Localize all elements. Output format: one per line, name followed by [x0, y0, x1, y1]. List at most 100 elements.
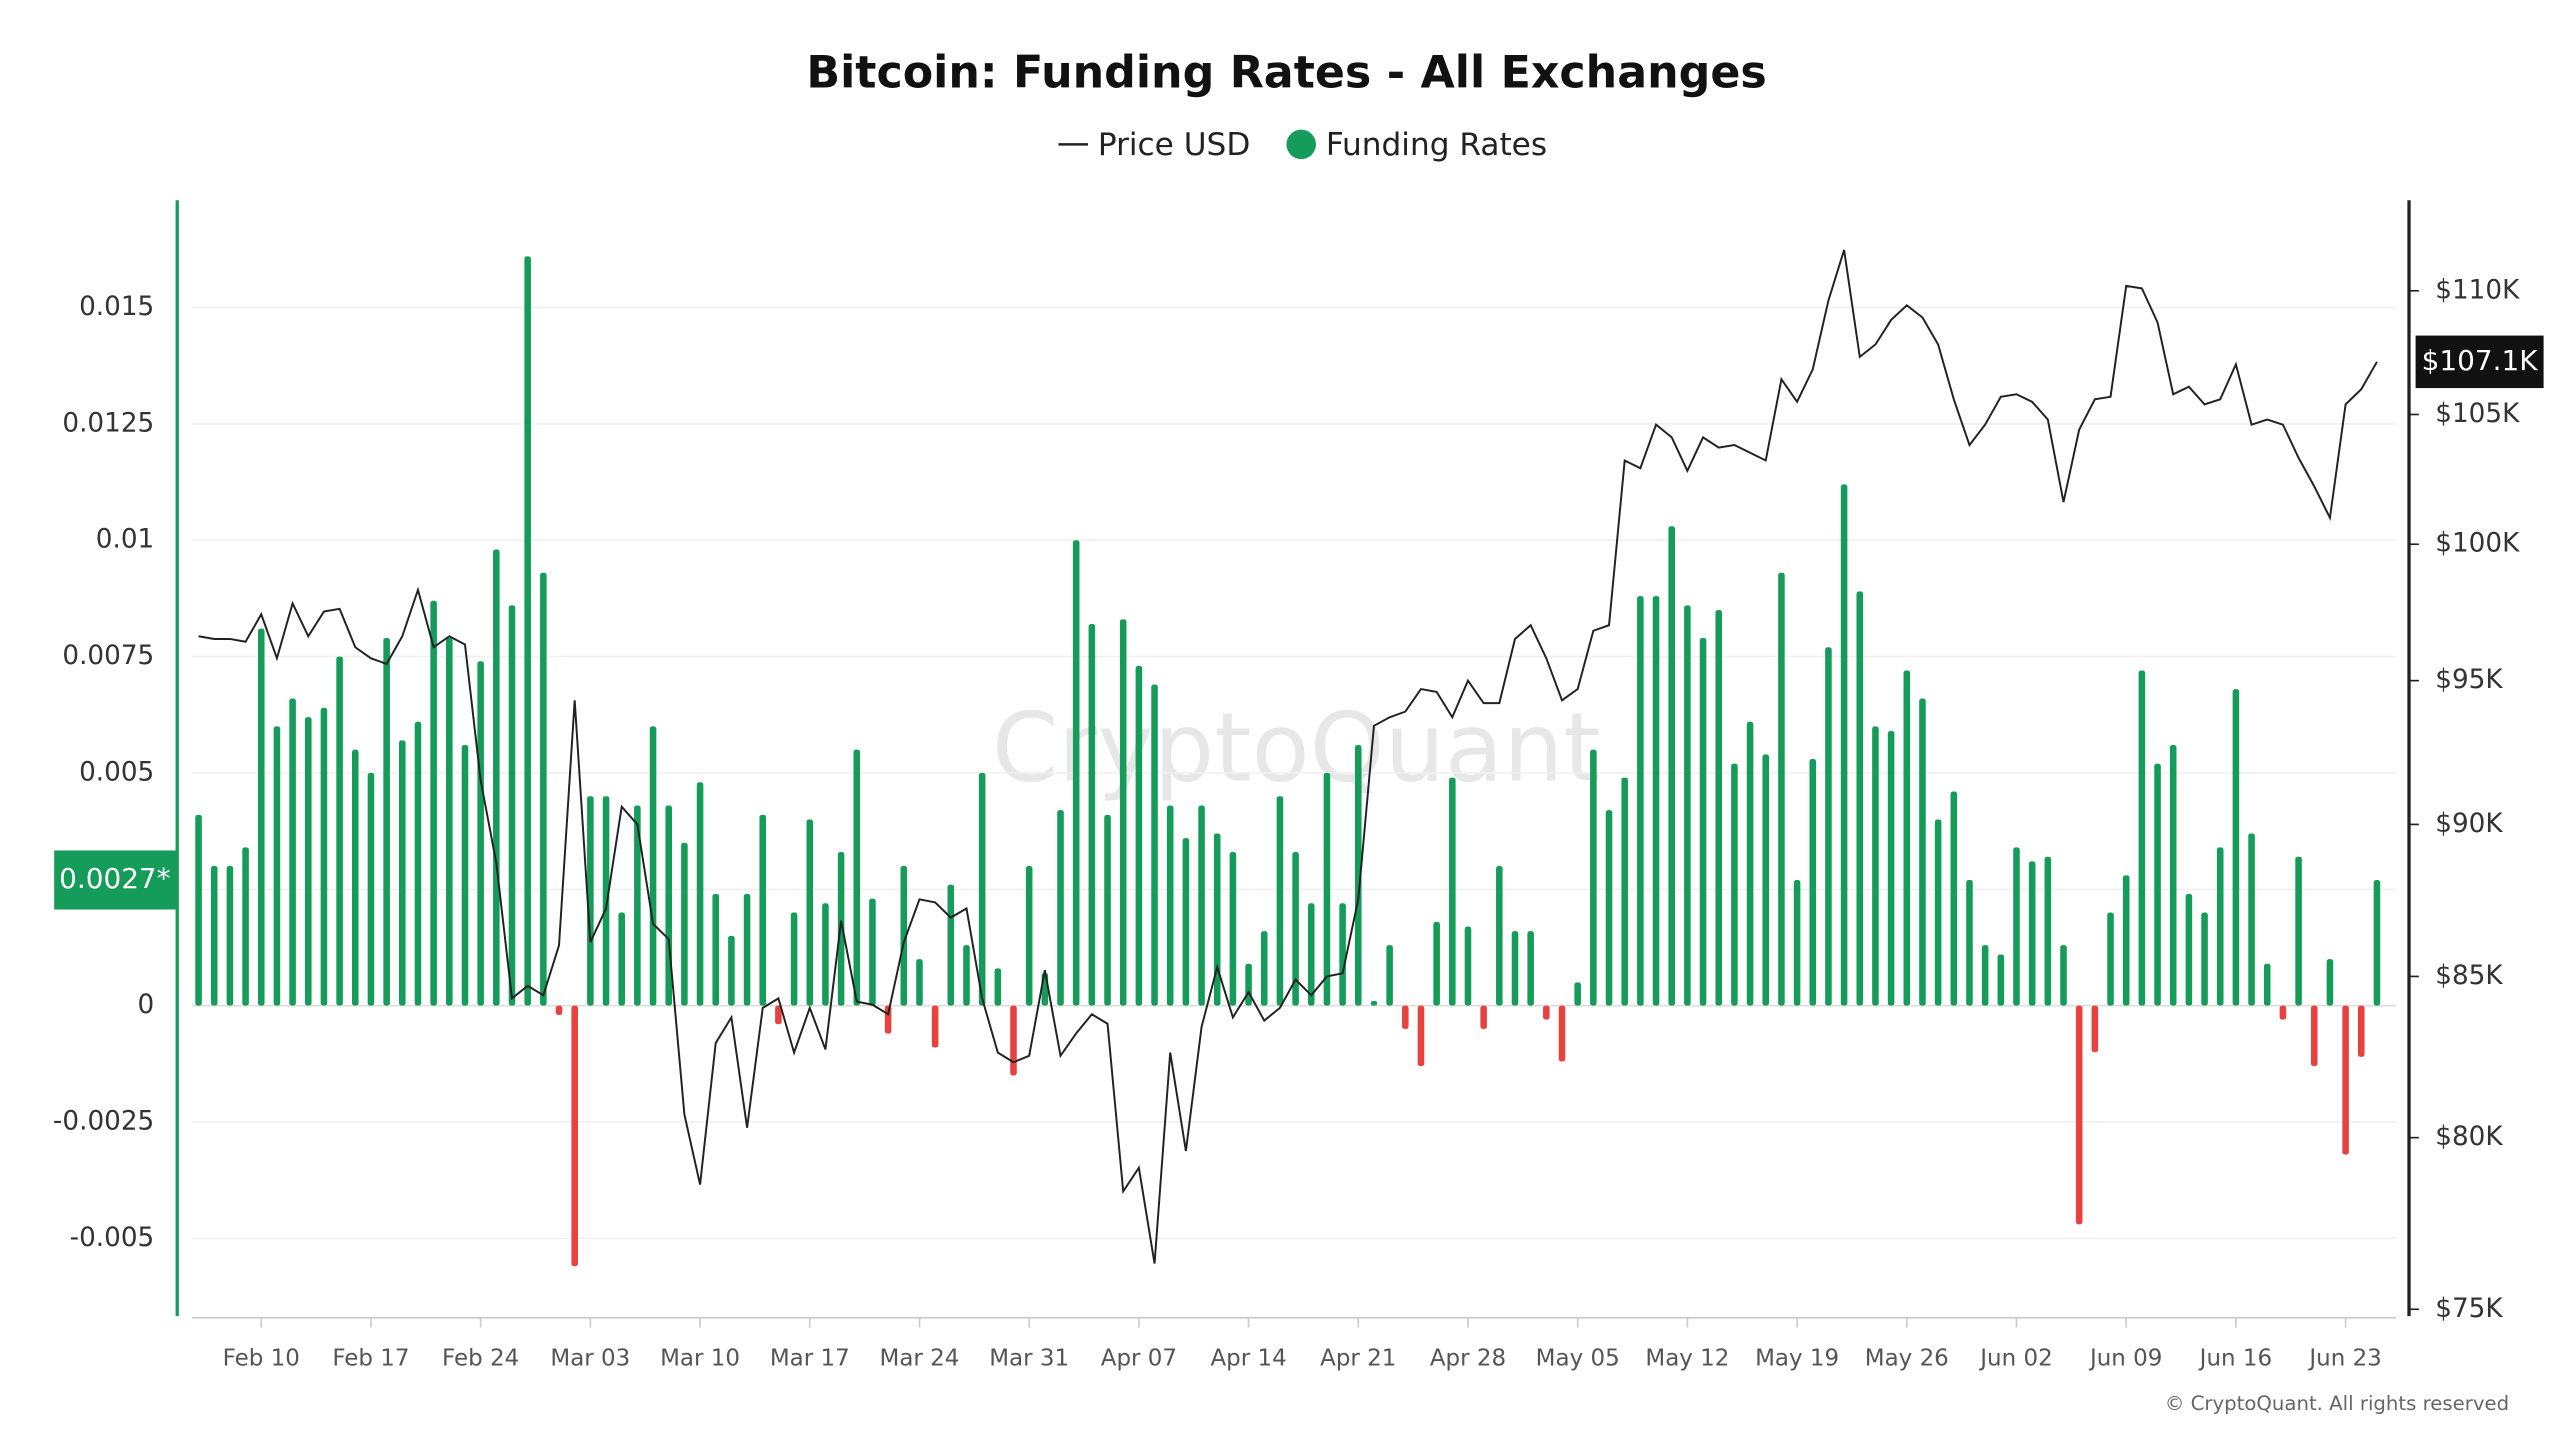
- funding-bar: [1543, 1005, 1550, 1020]
- funding-bar: [2154, 763, 2161, 1006]
- funding-bar: [1981, 945, 1989, 1006]
- funding-bar: [822, 903, 829, 1006]
- funding-bar: [712, 893, 720, 1006]
- x-tick-label: Apr 07: [1101, 1345, 1177, 1371]
- funding-bar: [2107, 912, 2114, 1006]
- funding-bar: [195, 814, 202, 1006]
- funding-bar: [2263, 963, 2271, 1006]
- funding-bar: [1433, 921, 1440, 1006]
- funding-bar: [1511, 931, 1519, 1006]
- funding-bar: [1793, 879, 1801, 1006]
- funding-bar: [1323, 772, 1331, 1006]
- x-tick-label: Mar 03: [550, 1345, 630, 1371]
- funding-bar: [728, 935, 735, 1006]
- funding-bar: [1809, 758, 1817, 1006]
- funding-bar: [1386, 945, 1393, 1006]
- funding-bar: [2075, 1005, 2083, 1225]
- funding-bar: [2373, 879, 2381, 1006]
- funding-bar: [1840, 484, 1848, 1006]
- y2-tick-label: $110K: [2435, 275, 2520, 305]
- funding-bar: [1417, 1005, 1425, 1067]
- funding-bar: [649, 726, 657, 1006]
- y-tick-label: 0.005: [79, 757, 154, 787]
- funding-bar: [226, 866, 234, 1006]
- funding-bar: [383, 637, 390, 1006]
- funding-bar: [2122, 875, 2130, 1006]
- chart-title: Bitcoin: Funding Rates - All Exchanges: [806, 47, 1766, 98]
- funding-bar: [2232, 689, 2240, 1006]
- price-line: [198, 249, 2378, 1264]
- funding-bar: [1527, 931, 1534, 1006]
- funding-bar: [540, 572, 547, 1006]
- y-tick-label: 0: [138, 990, 155, 1020]
- funding-bar: [2185, 893, 2193, 1006]
- funding-bar: [790, 912, 798, 1006]
- funding-bar: [681, 842, 688, 1006]
- funding-bar: [1652, 596, 1660, 1006]
- funding-bar: [1668, 526, 1675, 1006]
- funding-bar: [508, 605, 516, 1006]
- funding-bar: [571, 1005, 578, 1267]
- funding-bar: [2248, 833, 2255, 1006]
- y-tick-label: -0.0025: [53, 1106, 154, 1136]
- last-funding-box: [54, 850, 178, 910]
- funding-bar: [2044, 856, 2052, 1006]
- x-tick-label: Mar 17: [770, 1345, 850, 1371]
- last-price-box: [2415, 335, 2544, 389]
- funding-bar: [493, 549, 500, 1006]
- funding-bar: [1746, 721, 1754, 1006]
- last-price-label: $107.1K: [2422, 344, 2539, 377]
- funding-bar: [775, 1005, 782, 1025]
- funding-bar: [477, 661, 484, 1006]
- y2-tick-label: $80K: [2435, 1122, 2503, 1152]
- x-tick-label: Jun 23: [2307, 1345, 2381, 1371]
- funding-bar: [2326, 959, 2334, 1006]
- funding-bar: [1088, 624, 1096, 1006]
- y-tick-label: 0.0075: [62, 641, 154, 671]
- funding-bar: [257, 628, 265, 1006]
- x-tick-label: Jun 09: [2088, 1345, 2162, 1371]
- funding-bar: [947, 884, 955, 1006]
- funding-bar: [461, 745, 469, 1006]
- legend-label: Funding Rates: [1326, 127, 1547, 163]
- funding-bar: [555, 1005, 563, 1015]
- funding-bar: [1339, 903, 1346, 1006]
- funding-bar: [1307, 903, 1315, 1006]
- funding-bar: [320, 707, 328, 1006]
- funding-bar: [352, 749, 359, 1006]
- funding-bar: [1621, 777, 1628, 1006]
- funding-bar: [2279, 1005, 2287, 1020]
- funding-bar: [1496, 866, 1503, 1006]
- funding-bar: [602, 796, 610, 1006]
- y-tick-label: 0.015: [79, 292, 154, 322]
- y2-tick-label: $100K: [2435, 529, 2520, 559]
- funding-bar: [1010, 1005, 1017, 1076]
- funding-bar: [2091, 1005, 2099, 1053]
- x-tick-label: Jun 16: [2198, 1345, 2272, 1371]
- x-tick-label: Mar 10: [660, 1345, 740, 1371]
- credit: © CryptoQuant. All rights reserved: [2165, 1392, 2509, 1415]
- funding-bar: [1370, 1000, 1378, 1006]
- funding-bar: [2357, 1005, 2365, 1057]
- funding-bar: [430, 600, 437, 1006]
- x-tick-label: Jun 02: [1978, 1345, 2052, 1371]
- funding-bar: [1245, 963, 1252, 1006]
- funding-bar: [963, 945, 970, 1006]
- funding-bar: [1260, 931, 1268, 1006]
- watermark: CryptoQuant: [992, 694, 1601, 804]
- funding-bar: [2201, 912, 2208, 1006]
- x-tick-label: Apr 14: [1210, 1345, 1286, 1371]
- funding-bar: [289, 698, 296, 1006]
- funding-bar: [1072, 540, 1080, 1006]
- funding-bar: [900, 866, 908, 1006]
- funding-bar: [414, 721, 422, 1006]
- funding-bar: [1558, 1005, 1566, 1062]
- y2-tick-label: $95K: [2435, 665, 2503, 695]
- funding-bar: [367, 772, 375, 1006]
- funding-bar: [446, 637, 453, 1006]
- y-tick-label: -0.005: [70, 1223, 155, 1253]
- x-tick-label: Apr 21: [1320, 1345, 1396, 1371]
- funding-bar: [587, 796, 594, 1006]
